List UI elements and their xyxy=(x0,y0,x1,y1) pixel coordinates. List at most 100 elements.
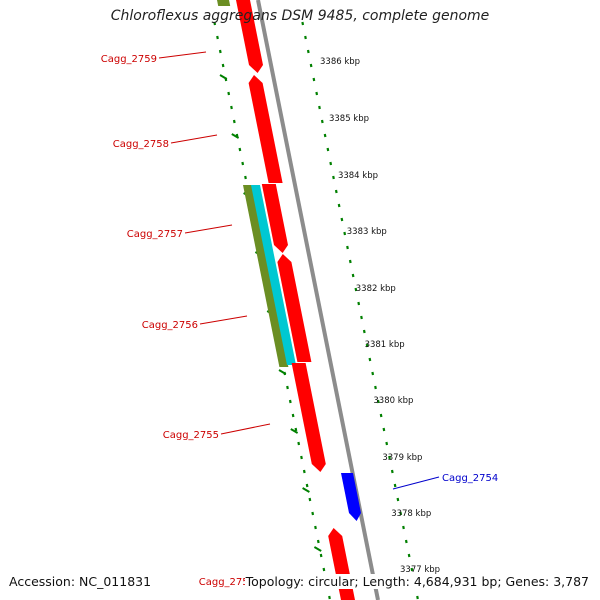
tick-ring-outer-dot xyxy=(343,231,347,236)
tick-ring-outer-dot xyxy=(404,539,408,544)
tick-ring-outer-dot xyxy=(306,49,310,54)
tick-ring-outer-dot xyxy=(393,483,397,488)
tick-ring-inner-dot xyxy=(286,385,289,390)
tick-ring-outer-dot xyxy=(329,161,333,166)
tick-ring-inner-dot xyxy=(241,161,245,166)
gene-arrow-cagg-2755[interactable] xyxy=(291,363,326,472)
tick-ring-outer-dot xyxy=(416,595,419,600)
tick-ring-inner-dot xyxy=(314,525,317,530)
tick-ring-outer-dot xyxy=(385,441,389,446)
tick-ring-outer-dot xyxy=(357,301,361,306)
gene-label-cagg-2753[interactable]: Cagg_2753 xyxy=(199,577,255,588)
tick-ring-outer-dot xyxy=(334,189,338,194)
tick-ring-outer-dot xyxy=(320,119,324,124)
tick-ring-outer-dot xyxy=(362,329,366,334)
tick-ring-inner-dot xyxy=(221,63,225,68)
label-leader-line xyxy=(158,51,207,59)
tick-dash xyxy=(313,546,322,552)
gene-arrow-cagg-2758[interactable] xyxy=(248,75,283,183)
tick-label: 3384 kbp xyxy=(338,171,378,181)
tick-dash xyxy=(231,133,240,139)
tick-label: 3381 kbp xyxy=(365,340,405,350)
tick-dash xyxy=(290,428,299,434)
gene-label-cagg-2756[interactable]: Cagg_2756 xyxy=(142,320,198,331)
tick-ring-outer-dot xyxy=(318,105,321,110)
tick-ring-outer-dot xyxy=(371,371,375,376)
tick-label: 3383 kbp xyxy=(347,227,387,237)
tick-ring-outer-dot xyxy=(315,91,319,96)
tick-ring-outer-dot xyxy=(368,357,372,362)
summary-text: Topology: circular; Length: 4,684,931 bp… xyxy=(244,574,590,589)
gene-label-cagg-2759[interactable]: Cagg_2759 xyxy=(101,54,157,65)
tick-ring-outer-dot xyxy=(379,413,383,418)
tick-ring-outer-dot xyxy=(309,63,313,68)
tick-ring-inner-dot xyxy=(308,497,312,502)
tick-ring-inner-dot xyxy=(213,21,217,26)
tick-ring-outer-dot xyxy=(346,245,349,250)
feature-cyan xyxy=(251,185,296,365)
tick-ring-inner-dot xyxy=(297,441,301,446)
tick-ring-inner-dot xyxy=(316,539,320,544)
tick-ring-inner-dot xyxy=(238,147,242,152)
tick-ring-outer-dot xyxy=(323,133,327,138)
tick-label: 3379 kbp xyxy=(382,453,422,463)
feature-olive xyxy=(243,185,289,367)
tick-ring-outer-dot xyxy=(354,287,358,292)
tick-ring-outer-dot xyxy=(337,203,341,208)
tick-ring-inner-dot xyxy=(288,399,292,404)
tick-ring-outer-dot xyxy=(312,77,316,82)
tick-ring-outer-dot xyxy=(348,259,352,264)
tick-ring-outer-dot xyxy=(399,511,403,516)
tick-ring-outer-dot xyxy=(351,273,355,278)
tick-dash xyxy=(219,74,228,80)
tick-ring-outer-dot xyxy=(410,567,414,572)
gene-label-cagg-2758[interactable]: Cagg_2758 xyxy=(113,139,169,150)
tick-ring-inner-dot xyxy=(230,105,233,110)
label-leader-line xyxy=(392,476,440,490)
tick-ring-outer-dot xyxy=(396,497,400,502)
tick-ring-inner-dot xyxy=(218,49,222,54)
tick-ring-outer-dot xyxy=(374,385,377,390)
map-title: Chloroflexus aggregans DSM 9485, complet… xyxy=(110,8,490,24)
tick-ring-inner-dot xyxy=(227,91,231,96)
gene-arrow-cagg-2753[interactable] xyxy=(328,528,356,600)
tick-ring-outer-dot xyxy=(376,399,380,404)
tick-ring-inner-dot xyxy=(244,175,247,180)
gene-arrow-cagg-2759[interactable] xyxy=(235,0,263,73)
gene-tracks xyxy=(235,0,361,600)
tick-label: 3382 kbp xyxy=(356,284,396,294)
gene-arrow-cagg-2757[interactable] xyxy=(261,184,288,253)
tick-ring-outer-dot xyxy=(340,217,344,222)
tick-ring-inner-dot xyxy=(322,567,326,572)
tick-ring-inner-dot xyxy=(216,35,219,40)
tick-ring-outer-dot xyxy=(382,427,386,432)
gene-label-cagg-2757[interactable]: Cagg_2757 xyxy=(127,229,183,240)
label-leader-line xyxy=(220,423,271,435)
tick-label: 3385 kbp xyxy=(329,114,369,124)
tick-label: 3386 kbp xyxy=(320,57,360,67)
tick-ring-outer-dot xyxy=(301,21,305,26)
tick-ring-inner-dot xyxy=(294,427,298,432)
gene-arrow-cagg-2754[interactable] xyxy=(341,473,361,521)
tick-ring-inner-dot xyxy=(328,595,331,600)
gene-labels: Cagg_2759 Cagg_2758 Cagg_2757 Cagg_2756 Cagg… xyxy=(101,51,498,588)
tick-ring-inner-dot xyxy=(305,483,309,488)
tick-ring-inner-dot xyxy=(291,413,295,418)
tick-label: 3380 kbp xyxy=(373,396,413,406)
tick-rings xyxy=(213,21,419,600)
label-leader-line xyxy=(184,224,233,234)
tick-ring-outer-dot xyxy=(365,343,369,348)
gene-label-cagg-2755[interactable]: Cagg_2755 xyxy=(163,430,219,441)
tick-ring-outer-dot xyxy=(326,147,330,152)
tick-ring-outer-dot xyxy=(304,35,307,40)
tick-ring-outer-dot xyxy=(332,175,335,180)
tick-ring-outer-dot xyxy=(390,469,394,474)
accession-text: Accession: NC_011831 xyxy=(8,574,153,589)
tick-labels: 3386 kbp 3385 kbp 3384 kbp 3383 kbp 3382 kbp… xyxy=(320,57,440,575)
label-leader-line xyxy=(170,134,218,144)
tick-ring-outer-dot xyxy=(388,455,391,460)
gene-label-cagg-2754[interactable]: Cagg_2754 xyxy=(442,473,498,484)
gene-arrow-cagg-2756[interactable] xyxy=(277,254,312,362)
